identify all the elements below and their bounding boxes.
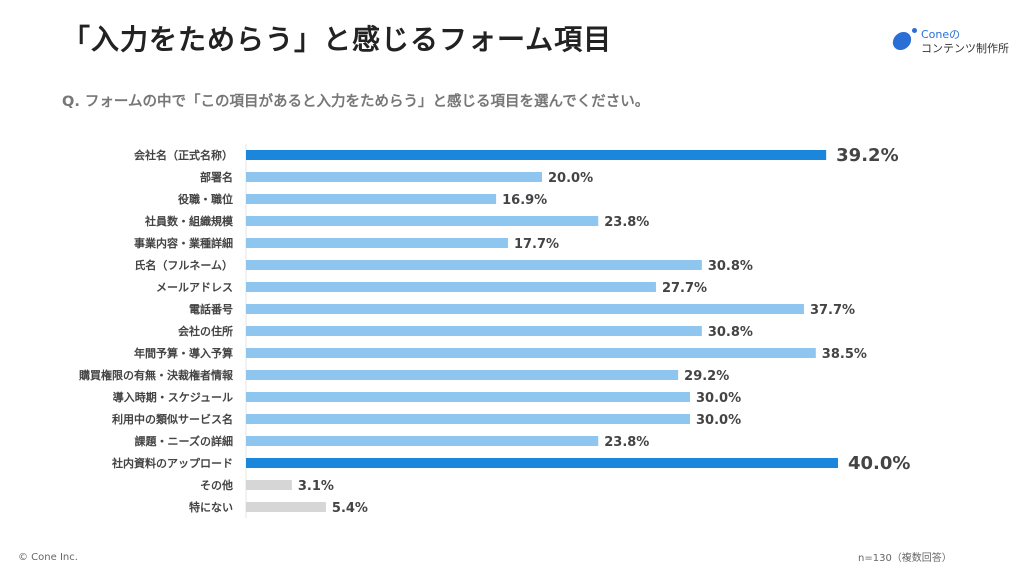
- bar: [246, 348, 816, 358]
- logo-dot-icon: [912, 28, 917, 33]
- bar: [246, 194, 497, 204]
- category-label: 利用中の類似サービス名: [112, 412, 233, 426]
- category-label: メールアドレス: [156, 281, 233, 294]
- bar: [246, 326, 702, 336]
- bar: [246, 172, 542, 182]
- bar: [246, 260, 702, 270]
- value-label: 40.0%: [848, 453, 910, 474]
- category-label: 特にない: [189, 500, 233, 514]
- value-label: 16.9%: [502, 193, 547, 208]
- sample-note: n=130（複数回答）: [858, 553, 952, 564]
- category-label: 社内資料のアップロード: [111, 456, 233, 470]
- logo-line1: Coneの: [921, 28, 961, 41]
- logo: Coneの コンテンツ制作所: [891, 26, 1023, 56]
- category-label: 部署名: [200, 170, 233, 184]
- bar: [246, 480, 292, 490]
- copyright: © Cone Inc.: [18, 552, 78, 563]
- category-label: 課題・ニーズの詳細: [135, 434, 233, 448]
- value-label: 17.7%: [514, 237, 559, 252]
- bar: [246, 414, 690, 424]
- value-label: 37.7%: [810, 303, 855, 318]
- bar: [246, 238, 508, 248]
- value-label: 30.0%: [696, 391, 741, 406]
- value-label: 23.8%: [604, 215, 649, 230]
- value-label: 23.8%: [604, 435, 649, 450]
- bar: [246, 150, 827, 160]
- category-label: 会社名（正式名称）: [134, 148, 233, 162]
- bar: [246, 216, 599, 226]
- category-label: 年間予算・導入予算: [134, 346, 233, 360]
- value-label: 39.2%: [836, 145, 898, 166]
- value-label: 30.8%: [708, 259, 753, 274]
- bar: [246, 458, 838, 468]
- category-label: その他: [200, 478, 233, 492]
- bar: [246, 392, 690, 402]
- category-label: 購買権限の有無・決裁権者情報: [78, 368, 234, 382]
- category-label: 電話番号: [189, 302, 233, 316]
- logo-line2: コンテンツ制作所: [921, 42, 1009, 55]
- category-label: 会社の住所: [178, 324, 233, 338]
- category-label: 事業内容・業種詳細: [134, 236, 233, 250]
- bar: [246, 370, 679, 380]
- page-title: 「入力をためらう」と感じるフォーム項目: [62, 23, 613, 56]
- bar: [246, 436, 599, 446]
- category-label: 社員数・組織規模: [144, 214, 234, 228]
- bar: [246, 304, 804, 314]
- value-label: 5.4%: [332, 501, 368, 516]
- value-label: 27.7%: [662, 281, 707, 296]
- value-label: 3.1%: [298, 479, 334, 494]
- bar: [246, 282, 656, 292]
- question-text: Q. フォームの中で「この項目があると入力をためらう」と感じる項目を選んでくださ…: [62, 94, 650, 110]
- value-label: 20.0%: [548, 171, 593, 186]
- bar: [246, 502, 326, 512]
- value-label: 38.5%: [822, 347, 867, 362]
- value-label: 29.2%: [684, 369, 729, 384]
- category-label: 氏名（フルネーム）: [134, 258, 233, 272]
- value-label: 30.0%: [696, 413, 741, 428]
- category-label: 役職・職位: [177, 192, 233, 206]
- value-label: 30.8%: [708, 325, 753, 340]
- category-label: 導入時期・スケジュール: [113, 390, 233, 404]
